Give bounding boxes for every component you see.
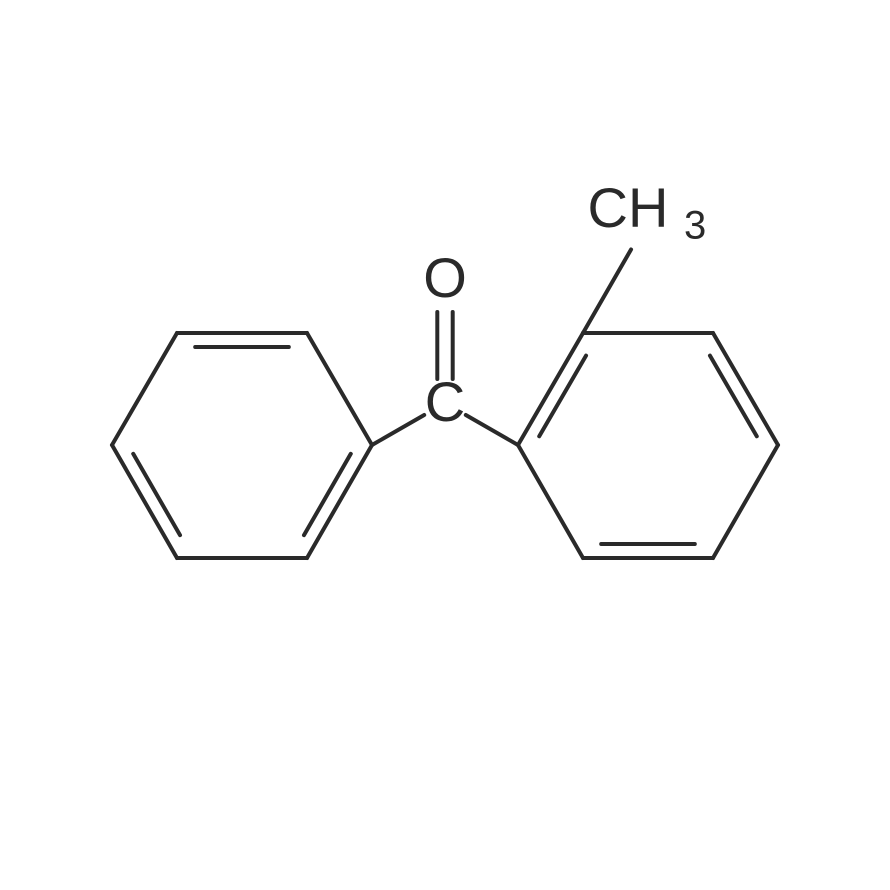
methyl-label: CH [588, 176, 669, 239]
molecule-diagram: CO CH 3 [0, 0, 890, 890]
carbonyl-carbon-label: C [425, 370, 465, 433]
oxygen-label: O [423, 246, 467, 309]
methyl-subscript: 3 [684, 204, 706, 248]
